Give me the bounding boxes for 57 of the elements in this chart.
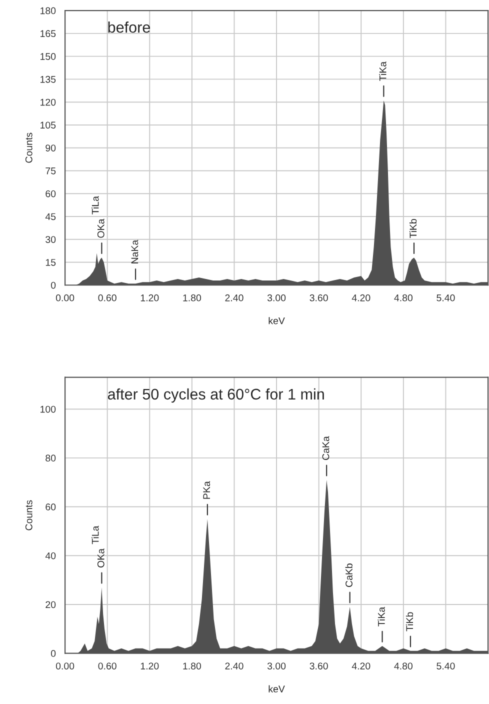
x-tick-label: 3.00	[267, 662, 286, 670]
annotation: TiLa	[92, 196, 99, 214]
y-tick-label: 100	[40, 406, 56, 413]
y-tick-label: 80	[46, 454, 56, 462]
y-tick-label: 20	[46, 601, 56, 608]
y-tick-label: 90	[46, 144, 56, 152]
x-tick-label: 1.80	[183, 662, 202, 670]
y-tick-label: 150	[40, 53, 56, 60]
x-tick-label: 3.60	[310, 294, 328, 302]
x-tick-label: 0.60	[98, 294, 116, 302]
x-tick-label: 4.20	[352, 294, 370, 302]
x-tick-label: 2.40	[225, 662, 244, 670]
annotation: PKa	[203, 481, 210, 499]
x-tick-label: 4.20	[352, 662, 370, 670]
x-axis-title: keV	[268, 317, 285, 324]
y-axis-title: Counts	[25, 132, 32, 163]
x-tick-label: 3.00	[267, 294, 286, 302]
annotation: OKa	[97, 218, 104, 238]
annotation: TiKb	[409, 219, 417, 238]
y-tick-label: 75	[46, 168, 56, 174]
y-tick-label: 15	[46, 259, 56, 266]
x-tick-label: 2.40	[225, 294, 244, 302]
y-tick-label: 40	[45, 552, 56, 560]
y-tick-label: 180	[40, 7, 56, 14]
annotation: CaKa	[322, 436, 330, 460]
annotation: TiKb	[406, 612, 414, 632]
y-tick-label: 30	[46, 236, 56, 243]
y-tick-label: 60	[46, 504, 56, 510]
x-axis-title: keV	[268, 685, 285, 692]
annotation: TiKa	[378, 606, 385, 626]
annotation: TiLa	[92, 526, 99, 544]
x-tick-label: 0.00	[56, 662, 74, 670]
x-tick-label: 5.40	[436, 294, 455, 302]
annotation: TiKa	[379, 61, 386, 81]
y-tick-label: 45	[45, 213, 56, 220]
y-tick-label: 135	[40, 76, 56, 83]
x-tick-label: 1.80	[183, 294, 202, 302]
y-tick-label: 120	[40, 98, 56, 106]
y-tick-label: 60	[46, 190, 56, 198]
annotation: CaKb	[345, 564, 352, 587]
x-tick-label: 4.80	[394, 662, 413, 670]
x-tick-label: 5.40	[436, 662, 455, 670]
x-tick-label: 4.80	[394, 294, 413, 302]
annotation: NaKa	[131, 240, 138, 264]
y-tick-label: 165	[40, 30, 56, 38]
x-tick-label: 1.20	[140, 294, 159, 302]
x-tick-label: 3.60	[310, 662, 328, 670]
text: before	[108, 22, 150, 33]
y-axis-title: Counts	[25, 500, 32, 530]
x-tick-label: 1.20	[140, 662, 159, 670]
text: after 50 cycles at 60°C for 1 min	[108, 388, 324, 403]
y-tick-label: 105	[40, 122, 56, 129]
x-tick-label: 0.60	[98, 662, 116, 670]
x-tick-label: 0.00	[56, 294, 74, 302]
y-tick-label: 0	[50, 650, 56, 657]
annotation: OKa	[97, 548, 104, 568]
y-tick-label: 0	[50, 282, 56, 289]
